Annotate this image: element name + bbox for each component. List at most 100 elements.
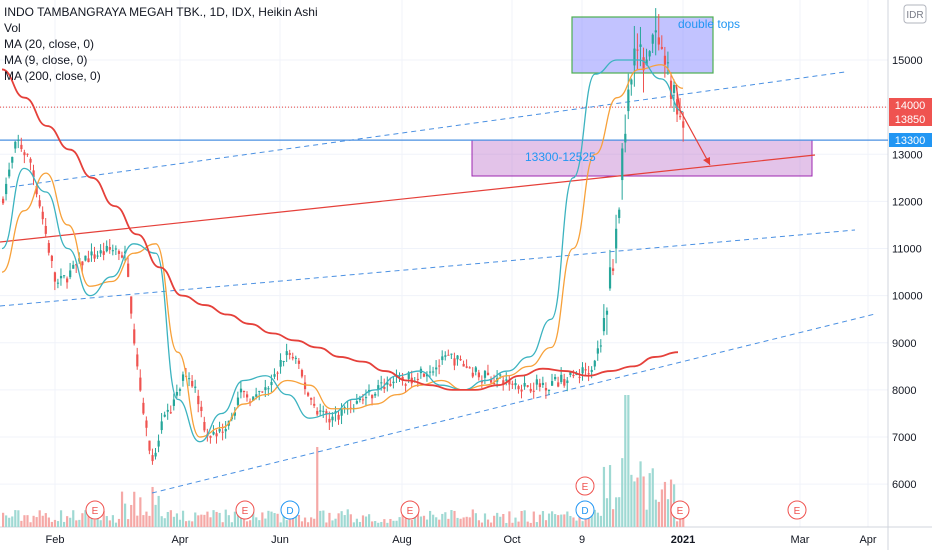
volume-bar: [645, 509, 648, 527]
candle-body: [468, 367, 471, 369]
candle-body: [471, 372, 474, 377]
candle-body: [682, 121, 685, 128]
candle-body: [233, 412, 236, 416]
volume-bar: [87, 510, 90, 527]
volume-bar: [35, 517, 38, 527]
volume-bar: [99, 520, 102, 527]
volume-bar: [621, 458, 624, 527]
time-axis: Feb Apr Jun Aug Oct 9 2021 Mar Apr: [46, 534, 877, 546]
volume-bar: [499, 516, 502, 527]
event-marker-e[interactable]: [400, 500, 420, 520]
volume-bar: [29, 522, 32, 527]
candle-body: [532, 390, 535, 392]
candle-body: [75, 263, 78, 266]
candle-body: [340, 409, 343, 416]
volume-bar: [133, 491, 136, 527]
ma9-legend: MA (9, close, 0): [4, 53, 88, 67]
volume-bar: [575, 520, 578, 527]
volume-bar: [633, 481, 636, 527]
event-marker-d[interactable]: [575, 500, 595, 520]
candle-body: [310, 398, 313, 400]
candle-body: [529, 388, 532, 392]
volume-bar: [490, 522, 493, 527]
lower-channel-line: [151, 313, 876, 494]
candle-body: [191, 380, 194, 387]
volume-bar: [212, 510, 215, 527]
volume-bar: [608, 465, 612, 527]
volume-bar: [612, 509, 615, 527]
volume-bar: [185, 521, 188, 527]
candle-body: [218, 429, 221, 432]
volume-bar: [605, 498, 609, 527]
candle-body: [669, 80, 673, 99]
volume-bar: [465, 516, 468, 527]
candle-body: [5, 183, 8, 195]
volume-bar: [474, 513, 477, 527]
volume-bar: [361, 515, 365, 527]
candle-body: [386, 382, 389, 385]
candle-body: [483, 370, 487, 378]
candle-body: [645, 59, 648, 65]
candle-body: [663, 55, 667, 65]
candle-body: [547, 389, 551, 391]
volume-bar: [627, 395, 630, 527]
candle-body: [181, 374, 185, 381]
event-marker-e[interactable]: [787, 500, 807, 520]
volume-bar: [615, 497, 618, 527]
candle-body: [679, 115, 682, 118]
event-marker-text: E: [92, 506, 99, 517]
volume-bar: [282, 511, 285, 527]
ma20-line: [1, 64, 684, 438]
candle-body: [432, 371, 435, 373]
candle-body: [133, 329, 136, 344]
volume-bar: [395, 520, 398, 527]
volume-bar: [102, 510, 105, 527]
time-tick-label: Apr: [171, 534, 188, 546]
candle-body: [139, 377, 142, 391]
candle-body: [493, 382, 496, 384]
volume-bar: [151, 486, 154, 527]
event-marker-e[interactable]: [85, 500, 105, 520]
volume-bar: [526, 521, 529, 527]
candle-body: [11, 156, 14, 163]
candle-body: [279, 360, 282, 367]
chart-legend: INDO TAMBANGRAYA MEGAH TBK., 1D, IDX, He…: [4, 4, 318, 84]
volume-bar: [557, 515, 560, 527]
candle-body: [651, 34, 654, 44]
volume-legend: Vol: [4, 21, 21, 35]
event-marker-e[interactable]: [235, 500, 255, 520]
volume-bar: [529, 522, 532, 527]
candle-body: [108, 247, 111, 250]
candle-body: [145, 420, 148, 428]
candle-body: [8, 169, 11, 177]
volume-bar: [416, 513, 419, 527]
event-marker-e[interactable]: [575, 476, 595, 496]
volume-bar: [90, 517, 93, 527]
candle-body: [673, 84, 676, 93]
candle-body: [587, 373, 590, 375]
candle-body: [535, 379, 538, 385]
volume-bar: [17, 510, 20, 527]
volume-bars: [2, 395, 685, 527]
volume-bar: [560, 514, 563, 527]
volume-bar: [374, 521, 377, 527]
volume-bar: [432, 514, 435, 527]
volume-bar: [175, 513, 179, 527]
event-marker-e[interactable]: [670, 500, 690, 520]
candle-body: [636, 49, 639, 51]
candle-body: [441, 356, 444, 361]
candle-body: [578, 376, 581, 378]
volume-bar: [2, 512, 5, 527]
volume-bar: [523, 510, 526, 527]
candle-body: [657, 37, 660, 45]
candle-body: [551, 381, 554, 386]
volume-bar: [380, 521, 383, 527]
volume-bar: [114, 522, 118, 527]
volume-bar: [38, 510, 41, 527]
candle-body: [175, 392, 179, 396]
volume-bar: [569, 515, 572, 527]
event-marker-d[interactable]: [280, 500, 300, 520]
volume-bar: [502, 514, 505, 527]
volume-bar: [551, 511, 554, 527]
